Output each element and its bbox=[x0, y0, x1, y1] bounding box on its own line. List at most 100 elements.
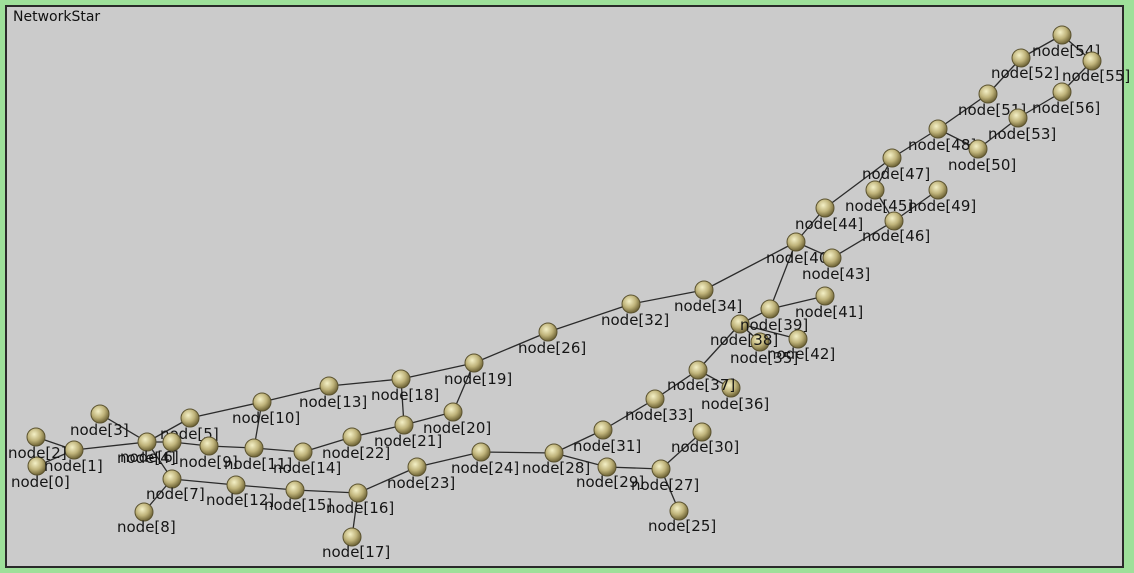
graph-node[interactable]: node[6] bbox=[120, 432, 182, 466]
graph-node[interactable]: node[45] bbox=[845, 180, 913, 215]
graph-node[interactable]: node[19] bbox=[444, 353, 512, 388]
node-circle[interactable] bbox=[26, 427, 46, 447]
node-circle[interactable] bbox=[348, 483, 368, 503]
node-circle[interactable] bbox=[1052, 25, 1072, 45]
graph-node[interactable]: node[7] bbox=[146, 469, 205, 503]
node-circle[interactable] bbox=[538, 322, 558, 342]
node-circle[interactable] bbox=[319, 376, 339, 396]
graph-node[interactable]: node[48] bbox=[908, 119, 976, 154]
node-circle[interactable] bbox=[621, 294, 641, 314]
graph-node[interactable]: node[33] bbox=[625, 389, 693, 424]
graph-node[interactable]: node[32] bbox=[601, 294, 669, 329]
node-circle[interactable] bbox=[788, 329, 808, 349]
node-circle[interactable] bbox=[443, 402, 463, 422]
node-circle[interactable] bbox=[593, 420, 613, 440]
graph-node[interactable]: node[55] bbox=[1062, 51, 1130, 85]
node-circle[interactable] bbox=[252, 392, 272, 412]
graph-node[interactable]: node[43] bbox=[802, 248, 870, 283]
graph-node[interactable]: node[56] bbox=[1032, 82, 1100, 117]
graph-node[interactable]: node[22] bbox=[322, 427, 390, 462]
node-circle[interactable] bbox=[822, 248, 842, 268]
node-circle[interactable] bbox=[471, 442, 491, 462]
graph-node[interactable]: node[2] bbox=[8, 427, 67, 462]
graph-node[interactable]: node[53] bbox=[988, 108, 1056, 143]
node-circle[interactable] bbox=[391, 369, 411, 389]
graph-node[interactable]: node[14] bbox=[273, 442, 341, 477]
node-circle[interactable] bbox=[694, 280, 714, 300]
node-circle[interactable] bbox=[226, 475, 246, 495]
graph-node[interactable]: node[46] bbox=[862, 211, 930, 245]
graph-node[interactable]: node[44] bbox=[795, 198, 863, 233]
node-circle[interactable] bbox=[464, 353, 484, 373]
graph-node[interactable]: node[42] bbox=[767, 329, 835, 363]
graph-node[interactable]: node[20] bbox=[423, 402, 491, 437]
node-circle[interactable] bbox=[928, 180, 948, 200]
node-circle[interactable] bbox=[815, 198, 835, 218]
node-circle[interactable] bbox=[692, 422, 712, 442]
node-circle[interactable] bbox=[928, 119, 948, 139]
node-circle[interactable] bbox=[394, 415, 414, 435]
node-circle[interactable] bbox=[750, 332, 770, 352]
node-circle[interactable] bbox=[760, 299, 780, 319]
graph-node[interactable]: node[40] bbox=[766, 232, 834, 267]
graph-node[interactable]: node[13] bbox=[299, 376, 367, 411]
graph-node[interactable]: node[11] bbox=[224, 438, 292, 473]
node-circle[interactable] bbox=[1011, 48, 1031, 68]
graph-node[interactable]: node[17] bbox=[322, 527, 390, 561]
graph-node[interactable]: node[25] bbox=[648, 501, 716, 535]
node-circle[interactable] bbox=[407, 457, 427, 477]
graph-node[interactable]: node[27] bbox=[631, 459, 699, 494]
graph-node[interactable]: node[3] bbox=[70, 404, 129, 439]
node-circle[interactable] bbox=[162, 469, 182, 489]
node-circle[interactable] bbox=[597, 457, 617, 477]
graph-node[interactable]: node[18] bbox=[371, 369, 439, 404]
node-circle[interactable] bbox=[180, 408, 200, 428]
node-circle[interactable] bbox=[721, 378, 741, 398]
graph-node[interactable]: node[34] bbox=[674, 280, 742, 315]
graph-node[interactable]: node[36] bbox=[701, 378, 769, 413]
graph-node[interactable]: node[47] bbox=[862, 148, 930, 183]
node-circle[interactable] bbox=[199, 436, 219, 456]
node-circle[interactable] bbox=[342, 427, 362, 447]
node-circle[interactable] bbox=[884, 211, 904, 231]
node-circle[interactable] bbox=[730, 314, 750, 334]
graph-node[interactable]: node[41] bbox=[795, 286, 863, 321]
node-circle[interactable] bbox=[1082, 51, 1102, 71]
graph-node[interactable]: node[23] bbox=[387, 457, 455, 492]
graph-node[interactable]: node[12] bbox=[206, 475, 274, 509]
node-circle[interactable] bbox=[669, 501, 689, 521]
node-circle[interactable] bbox=[651, 459, 671, 479]
graph-node[interactable]: node[8] bbox=[117, 502, 176, 536]
node-circle[interactable] bbox=[1008, 108, 1028, 128]
graph-node[interactable]: node[9] bbox=[179, 436, 238, 471]
graph-node[interactable]: node[30] bbox=[671, 422, 739, 456]
node-circle[interactable] bbox=[27, 456, 47, 476]
node-circle[interactable] bbox=[342, 527, 362, 547]
graph-node[interactable]: node[35] bbox=[730, 332, 798, 367]
graph-node[interactable]: node[49] bbox=[908, 180, 976, 215]
node-circle[interactable] bbox=[544, 443, 564, 463]
graph-node[interactable]: node[28] bbox=[522, 443, 590, 477]
graph-node[interactable]: node[52] bbox=[991, 48, 1059, 82]
node-circle[interactable] bbox=[293, 442, 313, 462]
node-circle[interactable] bbox=[978, 84, 998, 104]
graph-node[interactable]: node[21] bbox=[374, 415, 442, 450]
graph-node[interactable]: node[16] bbox=[326, 483, 394, 517]
node-circle[interactable] bbox=[162, 432, 182, 452]
node-circle[interactable] bbox=[688, 360, 708, 380]
graph-node[interactable]: node[24] bbox=[451, 442, 519, 477]
node-circle[interactable] bbox=[134, 502, 154, 522]
node-circle[interactable] bbox=[64, 440, 84, 460]
graph-node[interactable]: node[50] bbox=[948, 139, 1016, 174]
graph-node[interactable]: node[10] bbox=[232, 392, 300, 427]
node-circle[interactable] bbox=[815, 286, 835, 306]
node-circle[interactable] bbox=[285, 480, 305, 500]
node-circle[interactable] bbox=[1052, 82, 1072, 102]
node-circle[interactable] bbox=[90, 404, 110, 424]
graph-node[interactable]: node[15] bbox=[264, 480, 332, 514]
node-circle[interactable] bbox=[786, 232, 806, 252]
graph-node[interactable]: node[26] bbox=[518, 322, 586, 357]
graph-node[interactable]: node[29] bbox=[576, 457, 644, 491]
node-circle[interactable] bbox=[137, 432, 157, 452]
